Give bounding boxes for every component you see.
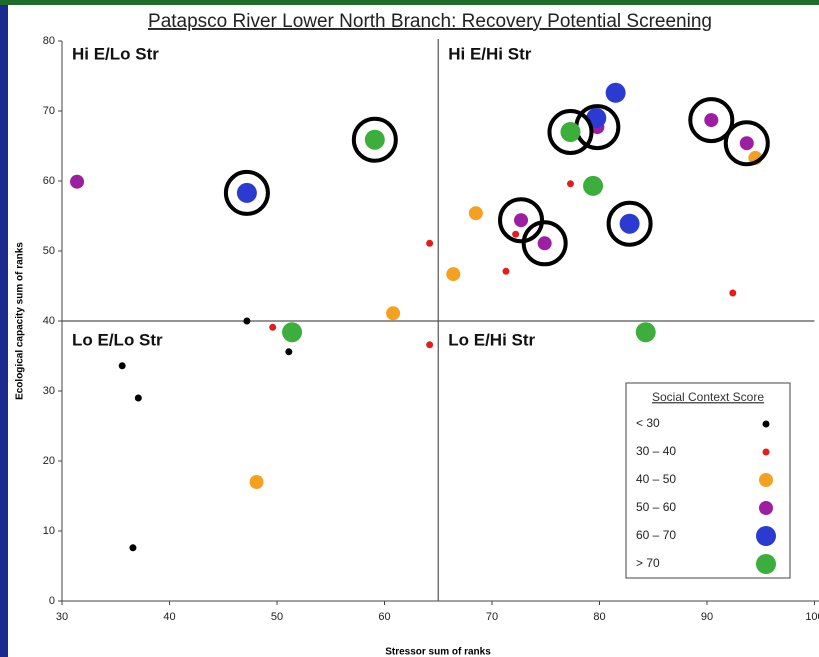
point	[729, 289, 737, 297]
y-tick-label: 10	[43, 525, 55, 537]
quadrant-label: Hi E/Lo Str	[72, 44, 159, 63]
point	[70, 174, 85, 189]
point	[739, 136, 754, 151]
x-tick-label: 80	[593, 611, 605, 623]
top-frame	[0, 0, 819, 5]
highlight-ring	[547, 109, 594, 155]
point	[243, 317, 251, 325]
point	[129, 544, 137, 552]
point	[269, 323, 277, 331]
point	[619, 213, 640, 234]
highlight-ring	[351, 116, 398, 163]
left-frame	[0, 0, 8, 657]
quadrant-label: Hi E/Hi Str	[448, 44, 532, 63]
legend-label: < 30	[636, 416, 660, 430]
point	[583, 175, 604, 196]
highlight-ring	[606, 200, 653, 247]
y-tick-label: 50	[43, 245, 55, 257]
quadrant-label: Lo E/Hi Str	[448, 330, 535, 349]
point	[282, 322, 303, 343]
legend-marker	[756, 526, 776, 546]
y-tick-label: 40	[43, 315, 55, 327]
highlight-ring	[498, 197, 545, 244]
highlight-ring	[223, 169, 270, 216]
point	[468, 206, 483, 221]
y-tick-label: 30	[43, 385, 55, 397]
x-tick-label: 40	[163, 611, 175, 623]
legend-marker	[762, 420, 770, 428]
highlight-ring	[521, 220, 568, 267]
point	[118, 362, 126, 370]
point	[236, 182, 257, 203]
x-tick-label: 60	[378, 611, 390, 623]
x-axis-label: Stressor sum of ranks	[385, 647, 491, 657]
point	[560, 122, 581, 142]
point	[446, 267, 461, 282]
point	[566, 180, 574, 188]
point	[426, 239, 434, 247]
x-tick-label: 100	[805, 611, 819, 623]
y-tick-label: 20	[43, 455, 55, 467]
legend-label: 30 – 40	[636, 444, 676, 458]
point	[704, 113, 719, 128]
point	[512, 230, 520, 238]
y-tick-label: 70	[43, 105, 55, 117]
x-tick-label: 90	[701, 611, 713, 623]
highlight-ring	[688, 97, 735, 144]
legend-title: Social Context Score	[652, 390, 764, 404]
legend-label: 50 – 60	[636, 500, 676, 514]
legend-label: > 70	[636, 556, 660, 570]
x-tick-label: 70	[486, 611, 498, 623]
legend-label: 40 – 50	[636, 472, 676, 486]
legend-label: 60 – 70	[636, 528, 676, 542]
y-tick-label: 60	[43, 175, 55, 187]
point	[386, 306, 401, 321]
point	[635, 322, 656, 343]
chart-title: Patapsco River Lower North Branch: Recov…	[148, 11, 712, 32]
y-tick-label: 80	[43, 35, 55, 47]
legend-marker	[759, 473, 773, 487]
y-tick-label: 0	[49, 595, 55, 607]
point	[134, 394, 142, 402]
point	[537, 236, 552, 251]
legend-marker	[762, 448, 770, 456]
legend-marker	[756, 554, 776, 574]
x-tick-label: 50	[271, 611, 283, 623]
point	[249, 475, 264, 489]
highlight-ring	[723, 120, 770, 167]
point	[502, 267, 510, 275]
legend-marker	[759, 501, 773, 515]
point	[605, 82, 626, 103]
point	[514, 213, 529, 228]
y-axis-label: Ecological capacity sum of ranks	[15, 242, 26, 400]
point	[426, 341, 434, 349]
quadrant-label: Lo E/Lo Str	[72, 330, 163, 349]
point	[285, 348, 293, 356]
point	[364, 129, 385, 150]
x-tick-label: 30	[56, 611, 68, 623]
